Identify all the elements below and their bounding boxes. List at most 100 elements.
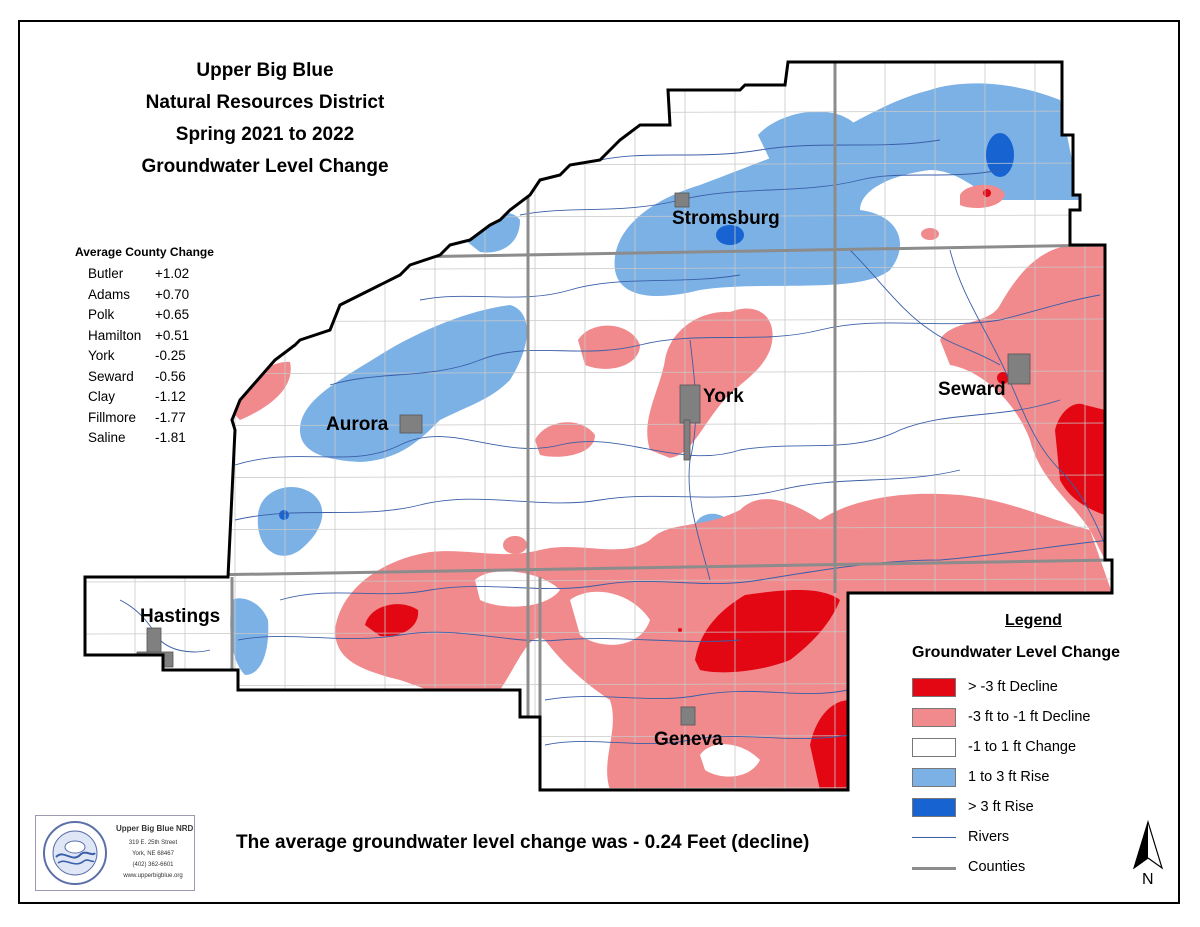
city-label-seward: Seward [938,379,1006,400]
legend-swatch [912,707,956,727]
strong-rise-ne [986,133,1014,177]
county-change-row: Hamilton +0.51 [75,326,213,347]
title-line-1: Upper Big Blue [196,60,334,81]
section-line [85,422,1112,427]
title-line-4: Groundwater Level Change [141,156,389,177]
legend-label: > 3 ft Rise [968,799,1034,815]
strong-decline-west [365,604,419,637]
title-line-2: Natural Resources District [145,92,385,113]
county-change-value: +0.70 [155,286,190,302]
map-title: Upper Big Blue Natural Resources Distric… [110,55,420,183]
legend-title: Legend [1005,612,1062,629]
nrd-seal-icon [43,821,107,885]
legend-item: -1 to 1 ft Change [912,732,1182,762]
district-boundary [83,60,1114,792]
rise-zone-hastings [230,598,269,675]
legend-label: 1 to 3 ft Rise [968,769,1050,785]
strong-decline-dot2 [997,372,1009,384]
county-change-row: Seward -0.56 [75,367,213,388]
average-county-change-table: Average County Change Butler +1.02 Adams +0… [75,245,214,449]
county-change-row: Clay -1.12 [75,387,213,408]
county-change-value: +1.02 [155,266,190,281]
legend-swatch [912,737,956,757]
legend-item-counties: Counties [912,852,1182,882]
decline-zone-west [230,361,291,420]
county-change-row: Saline -1.81 [75,428,213,449]
county-name: Butler [88,266,124,281]
north-label: N [1142,871,1154,888]
county-change-row: Adams +0.70 [75,285,213,306]
strong-rise-west [279,510,289,520]
county-name: Hamilton [88,327,142,343]
logo-website: www.upperbigblue.org [123,873,183,879]
neutral-zone-south3 [700,744,760,777]
rivers [119,139,1111,746]
county-name: Seward [88,368,134,384]
county-name: York [88,348,115,363]
legend-item-rivers: Rivers [912,822,1182,852]
strong-rise-stromsburg [716,225,744,245]
county-change-row: Butler +1.02 [75,264,213,285]
strong-decline-south [695,590,840,673]
county-change-value: -0.25 [155,348,186,363]
decline-zone-ne [960,184,1005,208]
city-label-hastings: Hastings [140,606,221,627]
logo-name: Upper Big Blue NRD [116,824,194,833]
rise-zone-nw [465,212,520,253]
logo-city: York, NE 68467 [132,851,174,857]
legend-label: > -3 ft Decline [968,679,1058,695]
county-change-value: -0.56 [155,368,186,384]
county-name: Fillmore [88,409,137,425]
decline-zone-center2 [535,422,595,457]
logo-phone: (402) 362-6601 [132,862,174,868]
legend-label-counties: Counties [968,859,1026,875]
legend-item: -3 ft to -1 ft Decline [912,702,1182,732]
county-change-value: +0.65 [155,307,190,322]
strong-decline-dot3 [678,628,682,632]
county-change-value: +0.51 [155,327,190,343]
legend-subtitle: Groundwater Level Change [912,644,1121,661]
legend: Legend Groundwater Level Change > -3 ft … [912,612,1182,882]
average-county-change-heading: Average County Change [75,245,214,259]
county-change-row: York -0.25 [75,346,213,367]
title-line-3: Spring 2021 to 2022 [175,124,355,145]
neutral-zone-south2 [570,591,650,645]
decline-zone-center [578,325,640,369]
legend-label-rivers: Rivers [968,829,1010,845]
county-change-row: Fillmore -1.77 [75,408,213,429]
legend-swatch [912,797,956,817]
legend-label: -3 ft to -1 ft Decline [968,709,1091,725]
section-line [85,474,1112,479]
legend-swatch [912,677,956,697]
city-label-aurora: Aurora [326,414,389,435]
county-name: Clay [88,389,116,404]
county-name: Saline [88,430,126,445]
legend-label: -1 to 1 ft Change [968,739,1077,755]
section-line [85,526,1112,531]
legend-item: > -3 ft Decline [912,672,1182,702]
county-name: Adams [88,286,131,302]
strong-decline-geneva [810,700,850,790]
north-arrow-icon [1132,820,1164,870]
strong-decline-seward [1055,403,1105,515]
nrd-logo: Upper Big Blue NRD 319 E. 25th Street Yo… [35,815,195,891]
summary-statement: The average groundwater level change was… [236,832,810,853]
decline-zone-small [503,536,527,554]
county-name: Polk [88,307,115,322]
rise-zone-aurora [300,305,527,462]
city-label-york: York [703,386,744,407]
map-frame [18,20,1180,904]
county-line-swatch [912,858,956,877]
county-change-value: -1.12 [155,389,186,404]
county-change-value: -1.81 [155,430,186,445]
county-change-row: Polk +0.65 [75,305,213,326]
river-line-swatch [912,828,956,847]
county-change-value: -1.77 [155,409,186,425]
legend-item: 1 to 3 ft Rise [912,762,1182,792]
city-label-stromsburg: Stromsburg [672,208,780,229]
decline-zone-ne2 [921,228,939,240]
city-label-geneva: Geneva [654,729,723,750]
legend-swatch [912,767,956,787]
strong-decline-dot [983,189,991,197]
